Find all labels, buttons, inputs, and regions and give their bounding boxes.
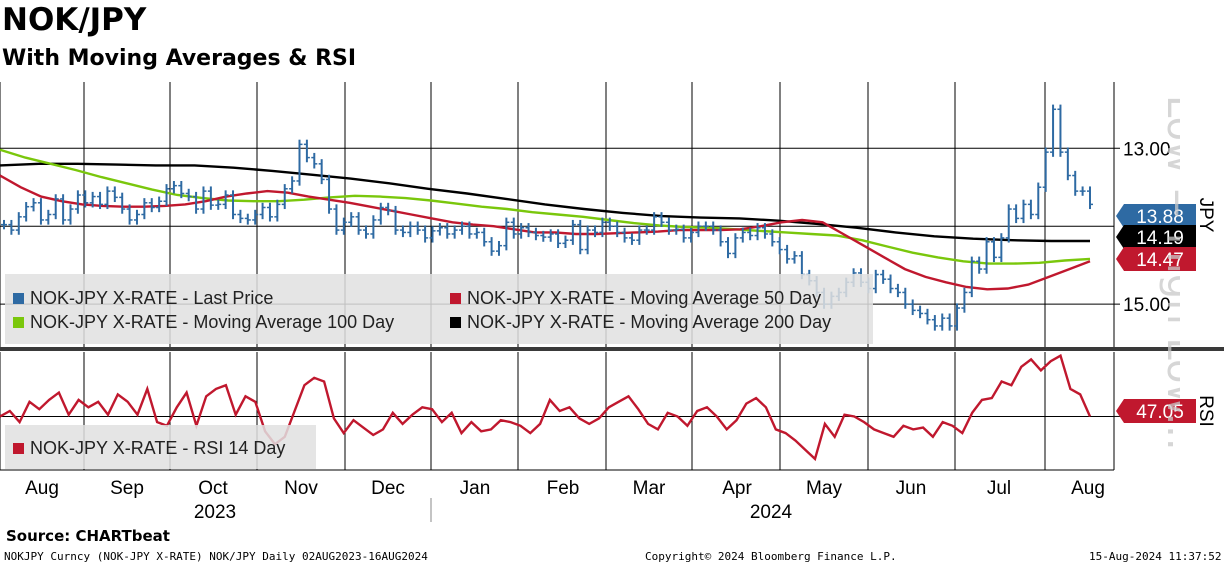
- x-tick-label: Dec: [371, 478, 405, 499]
- rsi-axis-title: RSI: [1195, 395, 1216, 427]
- legend-label: NOK-JPY X-RATE - Last Price: [30, 288, 273, 308]
- x-tick-label: Sep: [110, 478, 144, 499]
- footer-ticker: NOKJPY Curncy (NOK-JPY X-RATE) NOK/JPY D…: [4, 550, 428, 563]
- x-tick-label: May: [806, 478, 842, 499]
- legend-swatch: [13, 443, 24, 454]
- legend-label: NOK-JPY X-RATE - Moving Average 200 Day: [467, 312, 831, 332]
- year-label: 2024: [750, 502, 793, 523]
- legend-swatch: [450, 293, 461, 304]
- legend-item-ma200: NOK-JPY X-RATE - Moving Average 200 Day: [450, 311, 831, 333]
- legend-label: NOK-JPY X-RATE - RSI 14 Day: [30, 438, 285, 458]
- x-tick-label: Mar: [633, 478, 666, 499]
- x-tick-label: Jul: [987, 478, 1011, 499]
- price-legend: NOK-JPY X-RATE - Last Price NOK-JPY X-RA…: [5, 274, 873, 344]
- legend-item-ma100: NOK-JPY X-RATE - Moving Average 100 Day: [13, 311, 394, 333]
- x-tick-label: Oct: [198, 478, 228, 499]
- x-tick-label: Nov: [284, 478, 318, 499]
- x-tick-label: Jun: [896, 478, 927, 499]
- legend-swatch: [450, 317, 461, 328]
- year-label: 2023: [194, 502, 236, 523]
- footer-timestamp: 15-Aug-2024 11:37:52: [1089, 550, 1221, 563]
- watermark: Low = High Low...: [1140, 95, 1180, 475]
- x-tick-label: Aug: [25, 478, 59, 499]
- ma200-line: [0, 164, 1090, 241]
- price-axis-title: JPY: [1195, 198, 1216, 233]
- x-axis: Aug Sep Oct Nov Dec Jan Feb Mar Apr May Jun Jul Aug 2…: [0, 470, 1114, 523]
- footer-copyright: Copyright© 2024 Bloomberg Finance L.P.: [645, 550, 897, 563]
- watermark-text: Low = High Low...: [1158, 95, 1180, 451]
- legend-swatch: [13, 317, 24, 328]
- x-tick-label: Feb: [547, 478, 580, 499]
- legend-label: NOK-JPY X-RATE - Moving Average 100 Day: [30, 312, 394, 332]
- legend-item-last-price: NOK-JPY X-RATE - Last Price: [13, 287, 273, 309]
- legend-swatch: [13, 293, 24, 304]
- x-tick-label: Aug: [1071, 478, 1105, 499]
- x-tick-label: Jan: [460, 478, 491, 499]
- source-note: Source: CHARTbeat: [6, 527, 170, 545]
- legend-item-ma50: NOK-JPY X-RATE - Moving Average 50 Day: [450, 287, 821, 309]
- legend-label: NOK-JPY X-RATE - Moving Average 50 Day: [467, 288, 821, 308]
- legend-item-rsi: NOK-JPY X-RATE - RSI 14 Day: [13, 437, 285, 459]
- panel-divider: [0, 347, 1224, 351]
- x-tick-label: Apr: [722, 478, 752, 499]
- rsi-legend: NOK-JPY X-RATE - RSI 14 Day: [5, 425, 316, 469]
